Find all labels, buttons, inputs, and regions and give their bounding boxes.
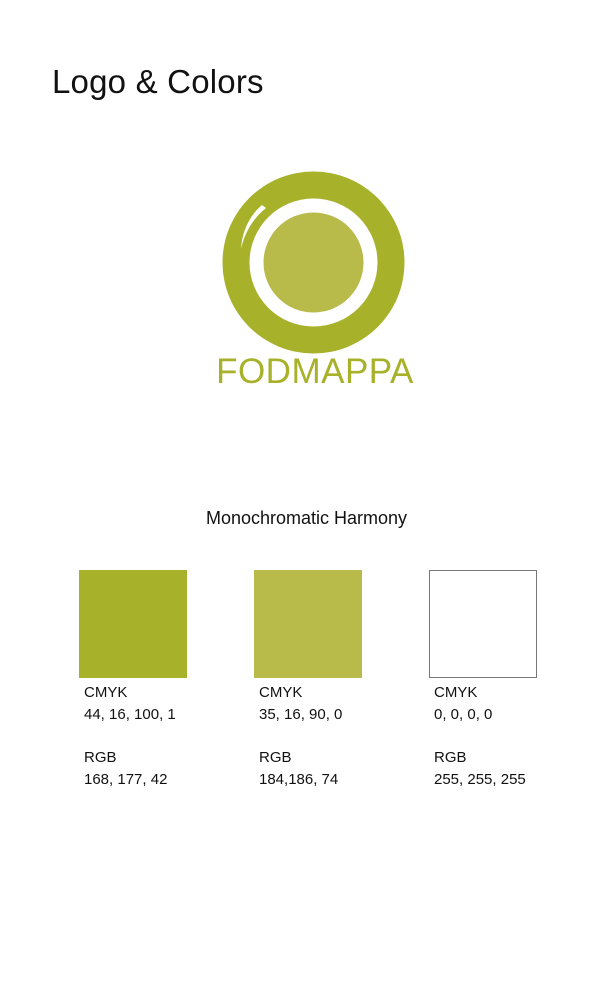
cmyk-value: 44, 16, 100, 1 [84,706,176,723]
swatch-group-1: CMYK 44, 16, 100, 1 RGB 168, 177, 42 [79,570,239,791]
color-spec: CMYK 35, 16, 90, 0 RGB 184,186, 74 [259,682,414,791]
color-spec: CMYK 0, 0, 0, 0 RGB 255, 255, 255 [434,682,589,791]
cmyk-label: CMYK [259,684,303,701]
cmyk-label: CMYK [434,684,478,701]
rgb-label: RGB [434,749,467,766]
logo-mark-icon [222,171,405,354]
rgb-label: RGB [259,749,292,766]
rgb-value: 184,186, 74 [259,771,339,788]
page-title: Logo & Colors [52,63,264,100]
color-swatch [79,570,187,678]
rgb-value: 255, 255, 255 [434,771,526,788]
color-spec: CMYK 44, 16, 100, 1 RGB 168, 177, 42 [84,682,239,791]
logo-highlight-arc [241,205,266,249]
harmony-title: Monochromatic Harmony [205,508,408,528]
color-swatch [254,570,362,678]
swatch-group-2: CMYK 35, 16, 90, 0 RGB 184,186, 74 [254,570,414,791]
cmyk-value: 35, 16, 90, 0 [259,706,343,723]
color-swatch [429,570,537,678]
swatch-group-3: CMYK 0, 0, 0, 0 RGB 255, 255, 255 [429,570,589,791]
cmyk-value: 0, 0, 0, 0 [434,706,493,723]
cmyk-label: CMYK [84,684,128,701]
logo-wordmark: FODMAPPA [216,352,414,391]
logo-inner-disc [263,212,364,313]
rgb-value: 168, 177, 42 [84,771,168,788]
rgb-label: RGB [84,749,117,766]
